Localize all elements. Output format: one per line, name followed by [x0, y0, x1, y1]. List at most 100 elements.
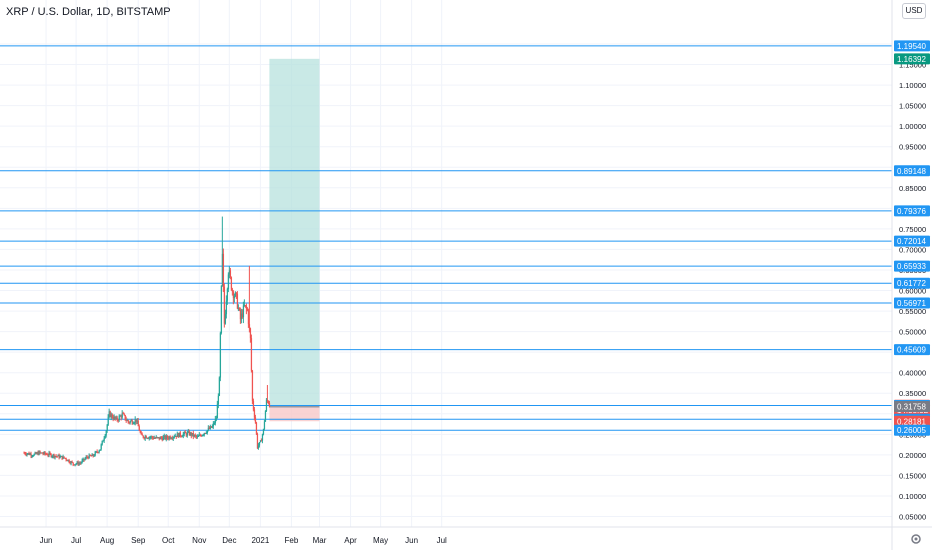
level-lines: [0, 45, 892, 431]
candle-body: [105, 430, 107, 436]
candle-body: [180, 435, 182, 437]
candle-body: [37, 452, 39, 455]
candle-body: [195, 435, 197, 437]
candle-body: [58, 454, 60, 458]
candle-body: [91, 454, 93, 457]
candle-body: [165, 435, 167, 439]
price-label: 0.72014: [897, 237, 926, 246]
candle-body: [94, 452, 96, 456]
candle-body: [223, 286, 226, 324]
candle-body: [231, 289, 234, 292]
candle-body: [205, 432, 208, 434]
candle-body: [36, 452, 38, 454]
currency-button[interactable]: USD: [902, 3, 926, 19]
gear-icon[interactable]: [909, 532, 923, 546]
price-label: 0.56971: [897, 299, 926, 308]
candle-body: [175, 435, 177, 437]
price-label-bg: [894, 401, 930, 413]
candle-body: [225, 300, 228, 315]
candle-body: [64, 457, 66, 459]
candle-body: [149, 437, 151, 439]
candle-body: [198, 434, 200, 437]
candle-body: [181, 436, 183, 438]
candle-body: [97, 452, 99, 454]
candle-body: [197, 436, 199, 438]
candle-body: [153, 437, 155, 439]
candle-body: [164, 435, 166, 439]
price-label: 0.28181: [897, 417, 926, 426]
candle-body: [267, 401, 270, 404]
candle-body: [182, 433, 184, 437]
candle-body: [89, 454, 91, 456]
candle-body: [219, 333, 222, 378]
price-label-bg: [894, 235, 930, 247]
candle-body: [239, 309, 242, 320]
candle-body: [261, 434, 264, 441]
profit-zone[interactable]: [269, 58, 320, 407]
candle-body: [104, 435, 106, 439]
candle-body: [65, 458, 67, 460]
candle-body: [251, 370, 254, 402]
candle-body: [42, 453, 44, 455]
x-tick-label: Jun: [405, 536, 418, 545]
candle-body: [161, 438, 163, 441]
price-label-bg: [894, 415, 930, 427]
y-tick-label: 1.10000: [899, 81, 926, 90]
y-tick-label: 0.95000: [899, 143, 926, 152]
candle-body: [45, 453, 47, 455]
candle-body: [240, 313, 243, 320]
candle-body: [137, 420, 139, 427]
candle-body: [263, 421, 266, 429]
candle-body: [262, 428, 265, 435]
candle-body: [101, 440, 103, 445]
candle-body: [257, 445, 260, 448]
y-tick-label: 0.05000: [899, 513, 926, 522]
candle-body: [73, 464, 75, 466]
price-label-bg: [894, 424, 930, 436]
candle-body: [211, 426, 214, 428]
candle-body: [68, 459, 70, 463]
candle-body: [228, 270, 231, 275]
price-label-bg: [894, 260, 930, 272]
candle-body: [139, 430, 141, 433]
candle-body: [35, 452, 37, 454]
candle-body: [159, 437, 161, 440]
price-label: 0.26005: [897, 426, 926, 435]
candle-body: [87, 457, 89, 459]
candle-body: [120, 415, 122, 418]
candle-body: [186, 432, 188, 436]
y-tick-label: 1.00000: [899, 122, 926, 131]
candle-body: [238, 308, 241, 310]
candle-body: [147, 437, 149, 439]
time-axis: Jun Jul Aug Sep Oct Nov Dec 2021 Feb Mar Apr May Jun…: [0, 526, 932, 545]
candle-body: [83, 458, 85, 460]
candle-body: [215, 418, 218, 420]
candle-body: [107, 417, 109, 425]
candle-body: [72, 462, 74, 465]
candle-body: [46, 454, 48, 456]
candle-body: [60, 455, 62, 457]
candle-body: [150, 436, 152, 438]
candle-body: [246, 308, 249, 311]
candle-body: [75, 463, 77, 465]
candle-body: [55, 455, 57, 457]
candle-body: [23, 452, 25, 454]
x-tick-label: Jul: [437, 536, 447, 545]
candle-body: [69, 462, 71, 464]
candle-body: [173, 436, 175, 438]
candle-body: [125, 419, 127, 421]
candle-body: [166, 435, 168, 438]
candle-body: [109, 411, 111, 417]
candle-body: [235, 292, 238, 294]
candle-body: [39, 451, 41, 453]
candle-body: [187, 431, 189, 433]
candle-body: [135, 419, 137, 422]
y-tick-label: 1.05000: [899, 102, 926, 111]
loss-zone[interactable]: [269, 406, 320, 422]
candle-body: [148, 437, 150, 439]
candle-body: [168, 436, 170, 439]
candle-body: [232, 291, 235, 299]
candle-body: [167, 437, 169, 439]
candle-body: [71, 461, 73, 463]
